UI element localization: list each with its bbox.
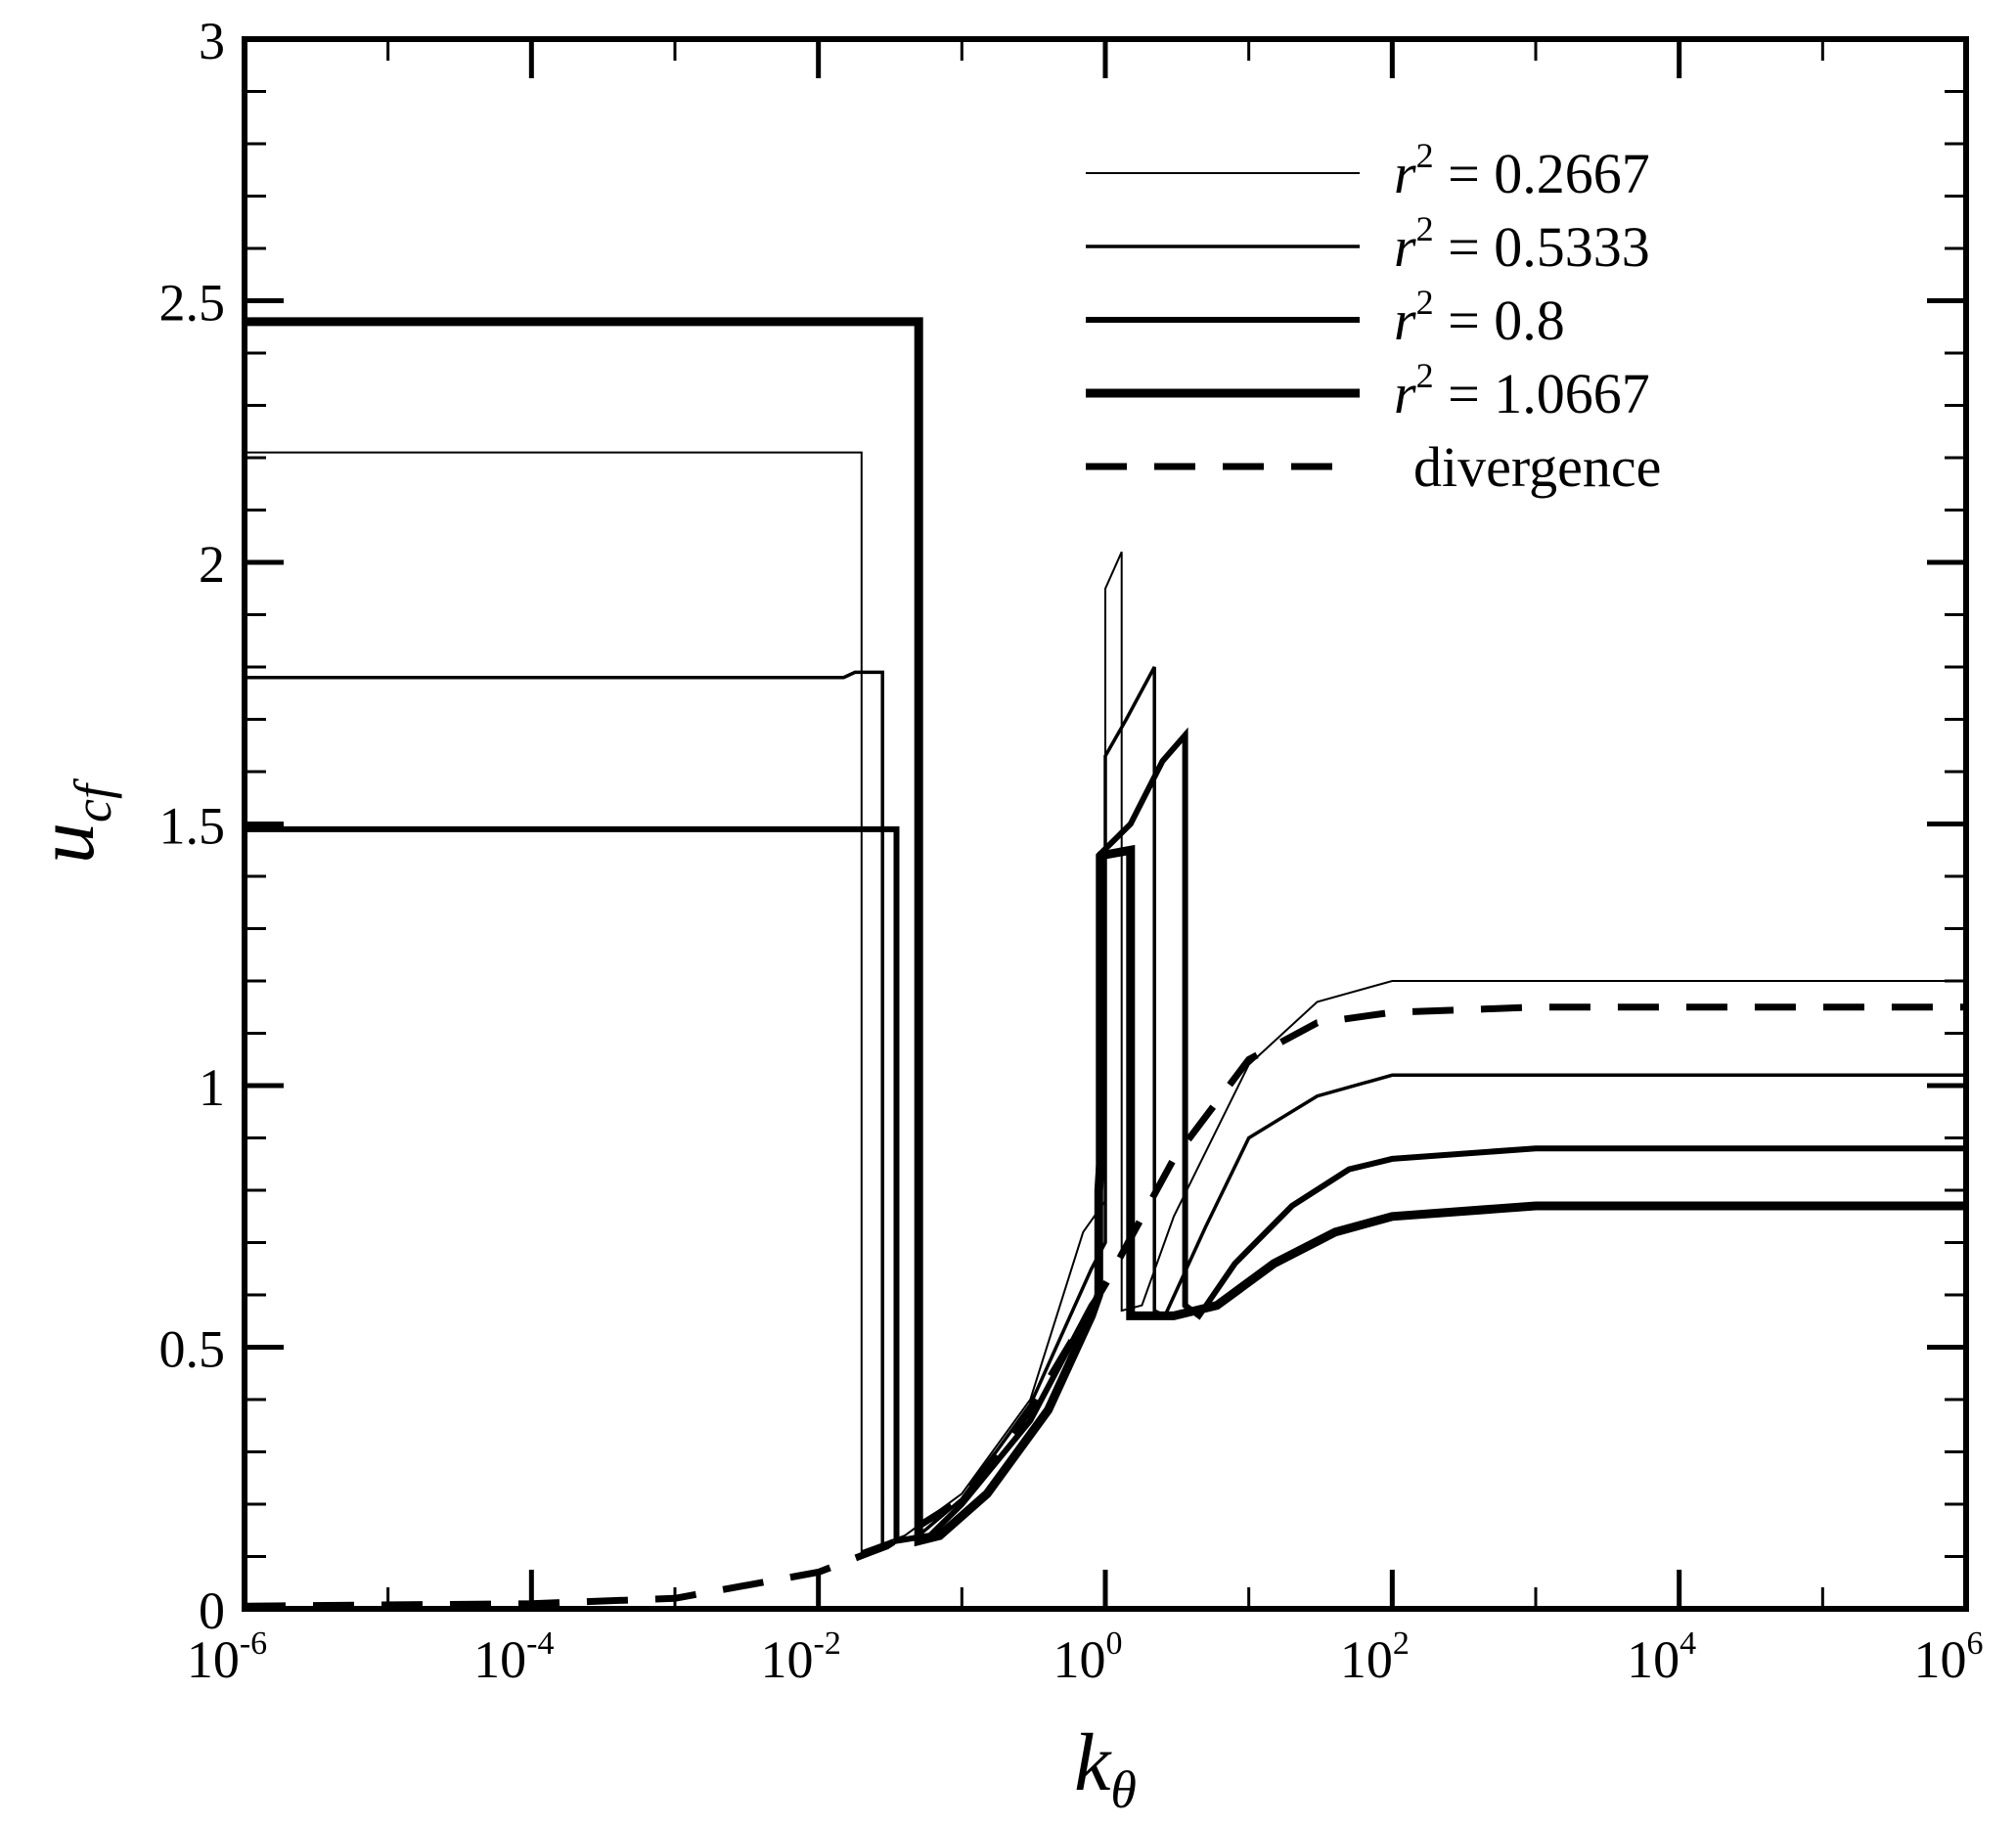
y-axis-title-text: ucf: [21, 778, 122, 864]
y-tick-label: 0.5: [159, 1320, 226, 1379]
y-tick-label: 1: [199, 1058, 225, 1117]
legend-label-5: divergence: [1413, 435, 1661, 499]
series-line-4: [245, 317, 1966, 1547]
x-tick-label: 10-2: [761, 1625, 841, 1689]
x-axis: 10-6 10-4 10-2 100 102 104 106: [187, 39, 1984, 1689]
x-tick-label: 106: [1914, 1625, 1984, 1689]
legend-label-4: r2 = 1.0667: [1394, 356, 1650, 425]
series-line-5: [244, 1003, 1966, 1610]
y-tick-label: 2.5: [159, 274, 226, 333]
legend-label-1: r2 = 0.2667: [1394, 136, 1650, 205]
legend-label-2: r2 = 0.5333: [1394, 209, 1650, 279]
y-axis: 0 0.5 1 1.5 2 2.5 3: [159, 12, 1966, 1640]
y-tick-label: 1.5: [159, 797, 226, 856]
x-axis-title: kθ: [1074, 1717, 1137, 1819]
y-tick-label: 2: [199, 535, 225, 594]
y-axis-title: ucf: [21, 778, 122, 864]
series-line-3: [245, 727, 1966, 1545]
x-tick-label: 100: [1053, 1625, 1123, 1689]
plot-area: [244, 317, 1966, 1610]
x-tick-label: 104: [1627, 1625, 1696, 1689]
x-tick-label: 10-4: [473, 1625, 554, 1689]
plot-frame: [242, 36, 1969, 1612]
y-tick-label: 0: [199, 1581, 225, 1640]
legend-label-3: r2 = 0.8: [1394, 283, 1565, 352]
x-tick-label: 10-6: [187, 1625, 267, 1689]
series-line-2: [245, 666, 1966, 1549]
x-axis-title-text: kθ: [1074, 1717, 1137, 1819]
y-tick-label: 3: [199, 12, 225, 70]
x-tick-label: 102: [1340, 1625, 1410, 1689]
